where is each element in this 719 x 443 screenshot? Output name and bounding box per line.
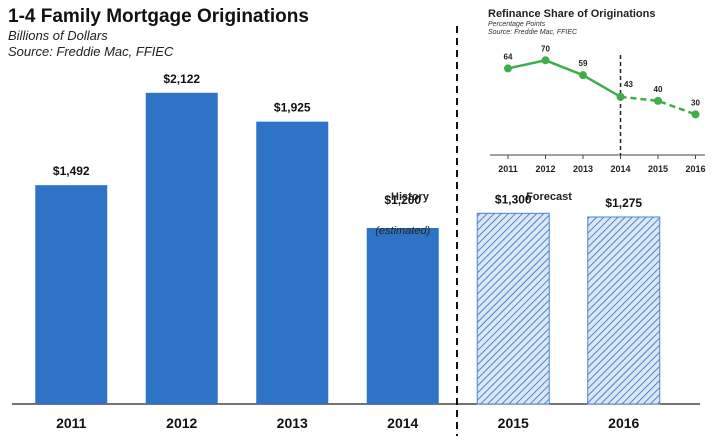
bar-value-label-2011: $1,492	[53, 164, 90, 178]
bar-2016	[587, 216, 661, 405]
inset-point-2011	[504, 64, 512, 73]
inset-value-label-2012: 70	[541, 44, 550, 53]
inset-title: Refinance Share of Originations	[488, 8, 655, 20]
inset-value-label-2015: 40	[654, 85, 663, 94]
inset-value-label-2016: 30	[691, 98, 700, 107]
x-tick-label-2011: 2011	[56, 415, 87, 431]
inset-x-tick-label-2013: 2013	[573, 164, 593, 174]
bar-2011	[35, 185, 108, 404]
inset-point-2012	[541, 56, 550, 65]
bar-2012	[145, 92, 218, 405]
main-chart-title: 1-4 Family Mortgage Originations	[8, 6, 309, 27]
estimated-note: (estimated)	[375, 225, 430, 237]
bar-2013	[256, 121, 329, 405]
inset-x-tick-label-2012: 2012	[535, 164, 555, 174]
bar-value-label-2014: $1,200	[384, 193, 421, 207]
inset-value-label-2014: 43	[624, 80, 633, 89]
inset-line-forecast	[620, 95, 696, 116]
inset-point-2015	[654, 96, 662, 105]
inset-point-2016	[691, 110, 700, 119]
x-tick-label-2016: 2016	[608, 415, 639, 431]
inset-line-actual	[507, 58, 622, 98]
x-tick-label-2013: 2013	[277, 415, 308, 431]
main-chart-units: Billions of Dollars	[8, 28, 108, 43]
bar-2015	[476, 212, 550, 405]
inset-x-tick-label-2014: 2014	[610, 164, 630, 174]
bar-value-label-2013: $1,925	[274, 101, 311, 115]
bar-value-label-2016: $1,275	[605, 196, 642, 210]
bar-value-label-2015: $1,300	[495, 192, 532, 206]
main-chart-source: Source: Freddie Mac, FFIEC	[8, 44, 174, 59]
inset-x-tick-label-2016: 2016	[685, 164, 705, 174]
bar-value-label-2012: $2,122	[163, 72, 200, 86]
inset-source: Source: Freddie Mac, FFIEC	[488, 29, 578, 36]
inset-x-tick-label-2015: 2015	[648, 164, 668, 174]
x-tick-label-2014: 2014	[387, 415, 418, 431]
x-tick-label-2012: 2012	[166, 415, 197, 431]
inset-value-label-2011: 64	[504, 52, 513, 61]
main-chart-header: 1-4 Family Mortgage Originations Billion…	[8, 6, 309, 60]
inset-x-tick-label-2011: 2011	[498, 164, 518, 174]
inset-subtitle: Percentage Points	[488, 21, 546, 28]
history-label: History	[391, 191, 430, 203]
inset-point-2013	[579, 71, 587, 80]
inset-value-label-2013: 59	[579, 59, 588, 68]
forecast-label: Forecast	[526, 191, 572, 203]
inset-point-2014	[616, 92, 625, 101]
bar-2014	[366, 228, 439, 404]
x-tick-label-2015: 2015	[498, 415, 529, 431]
